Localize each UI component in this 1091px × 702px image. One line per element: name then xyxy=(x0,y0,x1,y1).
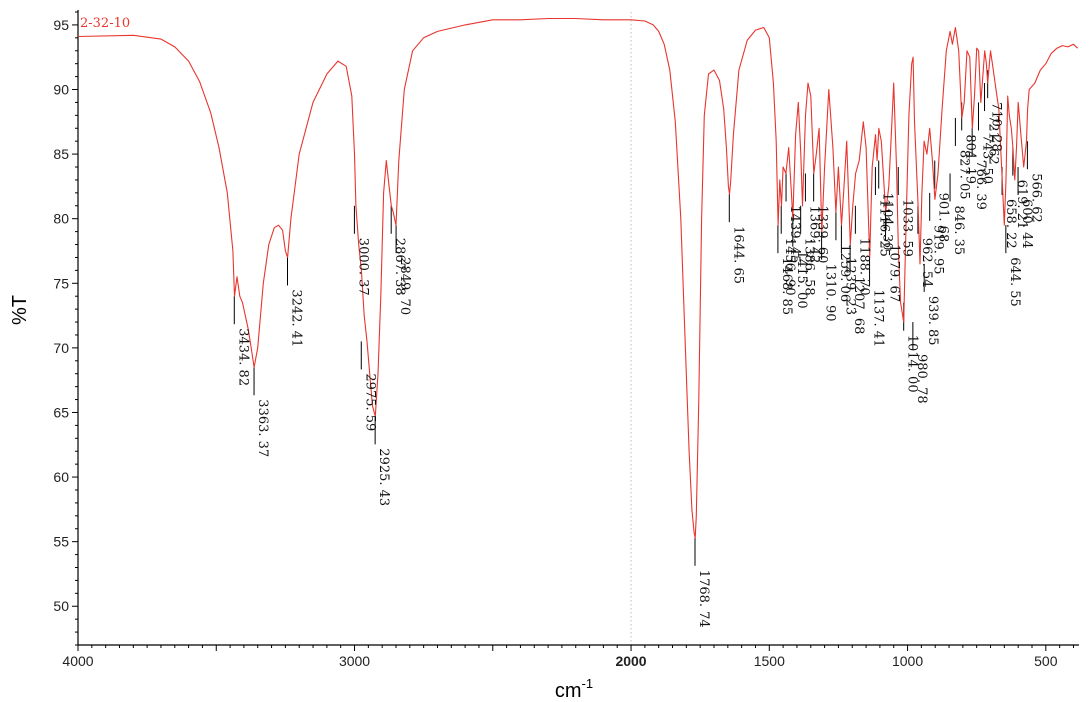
y-tick-label: 85 xyxy=(53,146,69,162)
peak-label: 919. 95 xyxy=(931,225,946,275)
peak-label: 939. 85 xyxy=(925,296,940,346)
y-tick-label: 75 xyxy=(53,275,69,291)
peak-label: 846. 35 xyxy=(951,206,966,256)
peak-label: 1188. 70 xyxy=(856,238,871,296)
peak-label: 1339. 60 xyxy=(815,206,830,264)
peak-label: 901. 68 xyxy=(936,193,951,243)
y-tick-label: 90 xyxy=(53,82,69,98)
peak-label: 644. 55 xyxy=(1007,257,1022,307)
peak-label: 1079. 67 xyxy=(887,244,902,302)
peak-label: 1456. 90 xyxy=(782,238,797,296)
x-axis-title: cm-1 xyxy=(555,676,593,702)
peak-label: 804. 19 xyxy=(963,134,978,184)
peak-label: 1310. 90 xyxy=(823,264,838,322)
peak-label: 1768. 74 xyxy=(696,570,711,628)
peak-label: 721. 62 xyxy=(986,115,1001,165)
peak-label: 1439. 45 xyxy=(787,206,802,264)
y-tick-label: 65 xyxy=(53,404,69,420)
peak-label: 1259. 06 xyxy=(837,244,852,302)
y-tick-label: 95 xyxy=(53,17,69,33)
x-tick-label: 1500 xyxy=(754,653,785,669)
peak-label: 566. 62 xyxy=(1028,173,1043,223)
peak-label: 2975. 59 xyxy=(362,373,377,431)
x-axis-title-exponent: -1 xyxy=(582,676,594,691)
peak-label: 743. 50 xyxy=(980,134,995,184)
peak-label: 1116. 25 xyxy=(876,199,891,257)
peak-label: 2867. 38 xyxy=(392,238,407,296)
peak-label: 1137. 41 xyxy=(871,289,886,347)
peak-label: 600. 44 xyxy=(1019,199,1034,249)
peak-label: 619. 21 xyxy=(1014,180,1029,230)
peak-label: 710. 28 xyxy=(989,102,1004,152)
peak-label: 1415. 00 xyxy=(794,251,809,309)
peak-label: 1104. 30 xyxy=(880,193,895,251)
peak-label: 658. 22 xyxy=(1003,199,1018,249)
x-tick-label: 2000 xyxy=(615,653,646,669)
peak-label: 1468. 85 xyxy=(779,257,794,315)
y-tick-label: 55 xyxy=(53,534,69,550)
y-tick-label: 70 xyxy=(53,340,69,356)
peak-label: 1386. 58 xyxy=(802,238,817,296)
axes-layer: 95 90 85 80 75 70 65 60 55 50 4000 3000 2000 1500 1000… xyxy=(53,10,1079,669)
peak-label: 2849. 70 xyxy=(397,257,412,315)
x-tick-label: 3000 xyxy=(339,653,370,669)
peak-label: 980. 78 xyxy=(914,354,929,404)
x-tick-label: 500 xyxy=(1034,653,1058,669)
peak-label: 1033. 59 xyxy=(899,199,914,257)
y-tick-label: 80 xyxy=(53,211,69,227)
peak-label: 2925. 43 xyxy=(376,448,391,506)
sample-label: 2-32-10 xyxy=(80,16,130,31)
peak-label: 1207. 68 xyxy=(851,277,866,335)
y-tick-label: 60 xyxy=(53,469,69,485)
peak-label: 3242. 41 xyxy=(289,289,304,347)
x-axis-title-unit: cm xyxy=(555,680,582,702)
peak-label: 766. 39 xyxy=(973,160,988,210)
peak-label-layer: 3434. 82 3363. 37 3242. 41 3000. 37 2975. 59… xyxy=(235,102,1043,628)
x-tick-label: 4000 xyxy=(62,653,93,669)
peak-label: 3363. 37 xyxy=(255,399,270,457)
peak-label: 1369. 42 xyxy=(806,206,821,264)
x-tick-label: 1000 xyxy=(892,653,923,669)
y-axis-title: %T xyxy=(9,295,31,325)
peak-label: 962. 54 xyxy=(919,238,934,288)
peak-label: 1014. 00 xyxy=(905,335,920,393)
spectrum-line xyxy=(77,17,1078,539)
peak-label: 827. 05 xyxy=(956,150,971,200)
y-tick-label: 50 xyxy=(53,598,69,614)
peak-label: 1239. 23 xyxy=(842,257,857,315)
peak-label: 3434. 82 xyxy=(235,328,250,386)
peak-label: 1644. 65 xyxy=(730,226,745,284)
peak-label: 3000. 37 xyxy=(355,238,370,296)
